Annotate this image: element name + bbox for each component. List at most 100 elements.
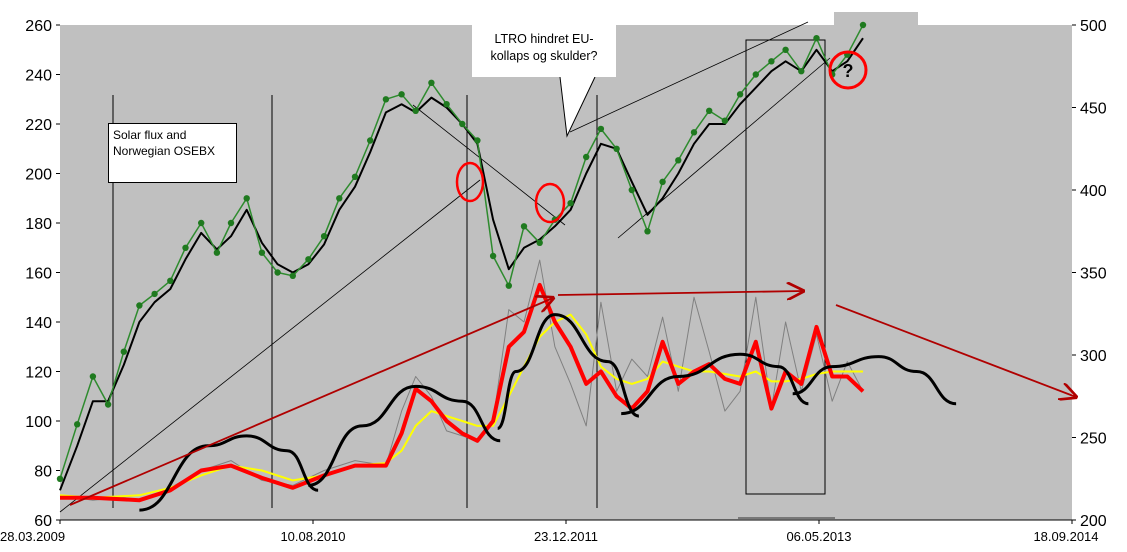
series-0-point-41	[690, 129, 698, 136]
series-0-point-10	[213, 249, 221, 256]
series-0-point-47	[782, 46, 789, 53]
right-tick-label-3: 350	[1080, 266, 1107, 283]
series-0-point-0	[56, 475, 64, 482]
series-0-point-35	[597, 125, 605, 133]
series-0-point-43	[721, 117, 729, 124]
series-0-point-18	[336, 195, 343, 202]
cycle-arcs	[139, 313, 957, 512]
cycle-arc-2	[496, 313, 640, 430]
right-tick-label-5: 450	[1080, 101, 1107, 118]
series-0-point-25	[443, 101, 450, 108]
series-0-point-26	[459, 120, 466, 128]
series-0-point-38	[644, 228, 651, 235]
question-mark: ?	[843, 61, 854, 81]
left-tick-label-2: 100	[25, 414, 52, 431]
left-tick-label-1: 80	[34, 464, 52, 481]
series-0-point-34	[583, 153, 590, 161]
highlight-ellipse-1	[534, 182, 566, 224]
ltro-line-2: kollaps og skulder?	[490, 49, 598, 63]
question-circle	[828, 50, 868, 90]
series-0-point-39	[659, 178, 666, 185]
trend-arrow-1	[557, 291, 803, 295]
future-panel	[834, 12, 918, 520]
right-tick-label-0: 200	[1080, 513, 1107, 530]
ltro-callout-pointer	[559, 76, 596, 138]
cycle-arc-4	[792, 355, 957, 406]
axes: 60 80 100 120 140 160 180 200 220 240 260 200 250 300…	[0, 18, 1107, 544]
x-tick-label-0: 28.03.2009	[0, 529, 65, 544]
trend-arrow-0	[69, 298, 553, 506]
series-0-point-5	[136, 302, 143, 309]
series-0-point-16	[305, 256, 312, 263]
left-tick-label-5: 160	[25, 266, 52, 283]
series-0-point-44	[736, 91, 744, 98]
series-0-point-4	[120, 348, 128, 355]
series-0-point-2	[89, 373, 97, 380]
trend-arrow-2	[835, 304, 1076, 397]
series-0-point-40	[675, 157, 682, 164]
left-tick-label-10: 260	[25, 18, 52, 35]
series-0-point-49	[813, 35, 820, 42]
cycle-arc-1	[308, 384, 501, 487]
right-tick-label-6: 500	[1080, 18, 1107, 35]
series-0-point-8	[182, 244, 189, 251]
x-tick-label-1: 10.08.2010	[280, 529, 345, 544]
x-tick-label-3: 06.05.2013	[786, 529, 851, 544]
series-0-point-27	[474, 137, 481, 144]
left-tick-label-7: 200	[25, 167, 52, 184]
series-0-point-37	[628, 186, 635, 194]
x-tick-label-2: 23.12.2011	[534, 529, 598, 544]
series-0-point-30	[520, 223, 528, 230]
right-tick-label-2: 300	[1080, 348, 1107, 365]
series-0-point-11	[227, 219, 235, 227]
right-tick-label-4: 400	[1080, 183, 1107, 200]
series-0-point-7	[167, 277, 174, 284]
series-0-point-42	[706, 107, 713, 115]
series-0-point-17	[320, 233, 328, 240]
series-line-4	[59, 313, 863, 499]
series-0-point-12	[243, 195, 250, 202]
right-tick-label-1: 250	[1080, 431, 1107, 448]
left-tick-label-8: 220	[25, 117, 52, 134]
left-tick-label-6: 180	[25, 216, 52, 233]
series-0-point-6	[151, 290, 158, 298]
highlight-ellipse-0	[455, 161, 485, 203]
ltro-callout: LTRO hindret EU- kollaps og skulder?	[472, 25, 616, 77]
series-0-point-22	[398, 91, 405, 98]
highlight-box	[745, 39, 826, 495]
trend-line-0	[59, 179, 481, 513]
x-tick-label-4: 18.09.2014	[1033, 529, 1098, 544]
series-0-point-21	[382, 96, 390, 103]
series-0-point-24	[428, 79, 435, 87]
left-tick-label-4: 140	[25, 315, 52, 332]
series-0-point-36	[613, 145, 620, 152]
series-0-point-3	[104, 401, 112, 408]
series-0-point-33	[567, 200, 574, 207]
future-panel-small	[986, 250, 1004, 302]
series-0-point-46	[768, 58, 775, 65]
cycle-arc-0	[139, 434, 319, 512]
trend-line-2	[569, 21, 809, 133]
series-0-point-20	[367, 137, 374, 144]
series-0-point-28	[489, 252, 497, 260]
series-0-point-14	[274, 269, 281, 276]
series-0-point-45	[752, 71, 759, 78]
series-0-point-1	[74, 421, 81, 428]
left-tick-label-0: 60	[34, 513, 52, 530]
annotation-overlay: ?	[69, 50, 1076, 506]
series-0-point-29	[505, 282, 512, 289]
ltro-line-1: LTRO hindret EU-	[494, 32, 594, 46]
series-0-point-31	[536, 239, 543, 246]
series-0-point-19	[351, 173, 359, 180]
trend-line-1	[412, 104, 566, 226]
series-0-point-9	[198, 219, 205, 227]
left-tick-label-3: 120	[25, 365, 52, 382]
cycle-arc-3	[621, 352, 809, 416]
legend-text: Solar flux and Norwegian OSEBX	[113, 128, 216, 158]
series-0-point-52	[859, 21, 867, 29]
left-tick-label-9: 240	[25, 68, 52, 85]
series-0-point-15	[289, 272, 296, 279]
series-0-point-23	[412, 107, 419, 115]
legend-textbox: Solar flux and Norwegian OSEBX	[108, 123, 237, 183]
